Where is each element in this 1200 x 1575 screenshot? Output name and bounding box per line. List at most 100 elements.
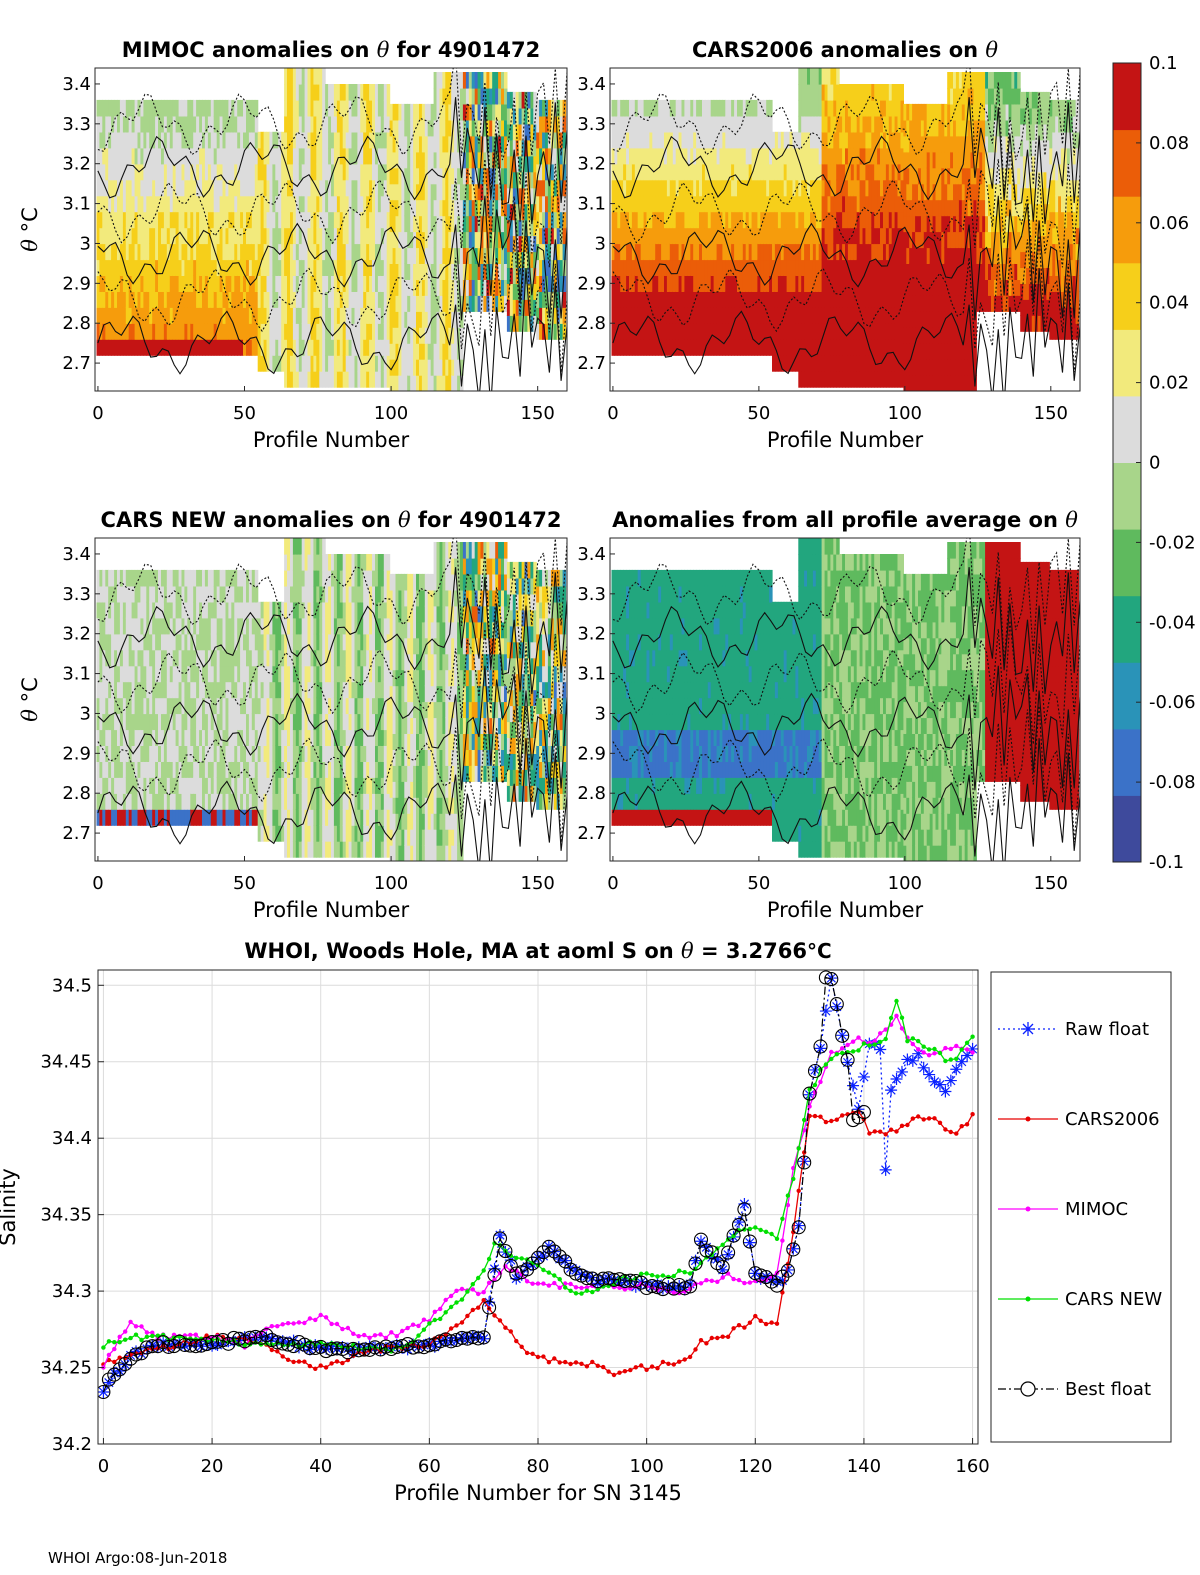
heatmap-cell [377,163,382,181]
heatmap-cell [137,323,141,340]
heatmap-cell [366,243,370,261]
heatmap-cell [655,179,659,197]
heatmap-cell [664,275,668,292]
heatmap-cell [366,147,370,165]
heatmap-cell [964,72,969,89]
heatmap-cell [982,215,986,233]
heatmap-cell [161,291,165,308]
heatmap-cell [719,307,723,324]
heatmap-cell [105,243,109,261]
heatmap-cell [416,263,420,280]
heatmap-cell [125,227,130,245]
heatmap-cell [501,279,505,296]
heatmap-cell [375,131,379,149]
heatmap-cell [929,119,934,137]
heatmap-cell [454,247,458,264]
heatmap-cell [804,275,808,292]
heatmap-cell [961,215,966,233]
heatmap-cell [629,259,633,276]
heatmap-cell [149,259,153,276]
heatmap-cell [506,107,511,125]
heatmap-cell [219,99,224,117]
heatmap-cell [257,179,262,197]
heatmap-cell [725,307,729,324]
heatmap-cell [687,291,691,308]
heatmap-cell [699,179,703,197]
heatmap-cell [178,275,183,292]
heatmap-cell [877,211,881,229]
heatmap-cell [634,195,639,213]
heatmap-cell [331,179,335,197]
heatmap-cell [187,115,191,133]
heatmap-cell [158,227,162,245]
heatmap-cell [404,231,408,249]
heatmap-cell [96,131,100,149]
heatmap-cell [114,307,118,324]
heatmap-cell [678,147,683,165]
heatmap-cell [460,215,464,233]
heatmap-cell [448,311,452,328]
heatmap-cell [877,243,881,261]
heatmap-cell [495,263,499,280]
heatmap-cell [383,243,388,261]
heatmap-cell [728,323,732,340]
heatmap-cell [842,355,846,372]
heatmap-cell [932,103,937,121]
heatmap-cell [751,307,756,324]
heatmap-cell [111,147,115,165]
heatmap-cell [158,275,162,292]
heatmap-cell [149,291,153,308]
heatmap-cell [932,215,937,233]
heatmap-cell [675,163,680,181]
heatmap-cell [213,259,218,276]
heatmap-cell [395,119,399,137]
heatmap-cell [941,343,945,360]
heatmap-cell [524,315,528,332]
heatmap-cell [807,275,811,292]
heatmap-cell [868,211,872,229]
heatmap-cell [407,327,411,344]
heatmap-cell [976,247,980,264]
heatmap-cell [416,247,420,264]
heatmap-cell [202,291,206,308]
heatmap-cell [623,227,627,245]
heatmap-cell [547,179,552,197]
heatmap-cell [631,275,636,292]
heatmap-cell [818,115,823,133]
heatmap-cell [354,84,358,101]
heatmap-cell [556,131,561,149]
heatmap-cell [763,195,767,213]
heatmap-cell [342,323,347,340]
heatmap-cell [827,195,831,213]
heatmap-cell [404,167,408,185]
heatmap-cell [375,339,379,356]
heatmap-cell [143,243,147,261]
heatmap-cell [313,243,317,261]
heatmap-cell [460,87,464,105]
heatmap-cell [783,259,788,276]
heatmap-cell [240,147,244,165]
heatmap-cell [637,323,642,340]
heatmap-cell [804,355,808,372]
heatmap-cell [187,131,191,149]
heatmap-cell [760,147,764,165]
heatmap-cell [448,135,452,153]
heatmap-cell [225,131,229,149]
heatmap-cell [298,259,303,276]
heatmap-cell [419,327,423,344]
heatmap-cell [938,375,942,391]
heatmap-cell [868,115,872,133]
heatmap-cell [269,227,273,245]
heatmap-cell [704,227,709,245]
heatmap-cell [222,99,226,117]
heatmap-cell [847,99,852,117]
heatmap-cell [131,227,136,245]
x-tick-label: 150 [521,403,555,424]
heatmap-cell [518,91,523,109]
heatmap-cell [228,227,232,245]
heatmap-cell [830,147,834,165]
heatmap-cell [868,243,872,261]
heatmap-cell [955,231,960,249]
heatmap-cell [278,211,282,229]
heatmap-cell [923,247,928,264]
